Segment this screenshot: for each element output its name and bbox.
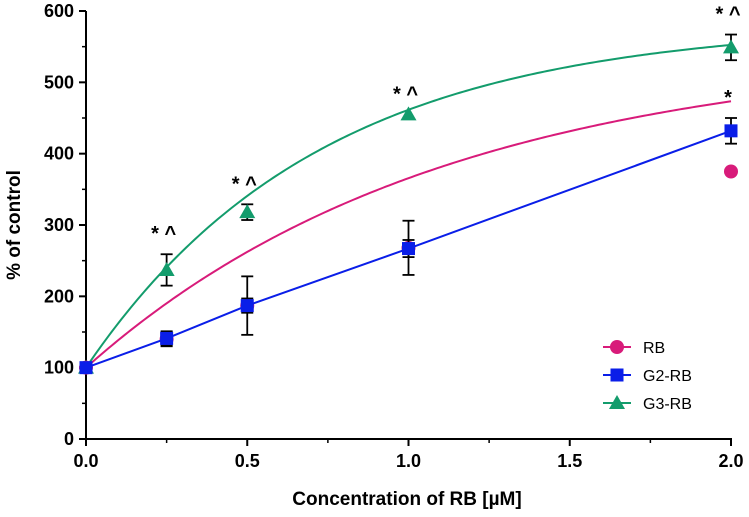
x-tick-label: 1.0 — [396, 451, 421, 471]
significance-annotation: * — [724, 87, 732, 109]
data-point-g2-rb — [240, 299, 254, 313]
legend: RB G2-RB G3-RB — [603, 340, 692, 413]
legend-item-rb: RB — [603, 340, 665, 357]
legend-marker — [610, 368, 624, 382]
annotation-layer: * ^ * ^ * ^ * ^ * — [151, 4, 741, 246]
legend-label: RB — [643, 340, 665, 357]
x-tick-label: 0.0 — [73, 451, 98, 471]
legend-label: G2-RB — [643, 368, 692, 385]
y-tick-label: 200 — [44, 286, 74, 306]
data-point-g3-rb — [400, 106, 417, 121]
x-axis-title: Concentration of RB [µM] — [292, 489, 521, 510]
significance-annotation: * ^ — [393, 83, 418, 105]
y-tick-label: 400 — [44, 144, 74, 164]
legend-item-g3-rb: G3-RB — [603, 395, 692, 413]
x-tick-label: 1.5 — [557, 451, 582, 471]
significance-annotation: * ^ — [715, 4, 740, 26]
legend-item-g2-rb: G2-RB — [603, 368, 692, 385]
y-tick-label: 600 — [44, 1, 74, 21]
series-line-rb — [85, 100, 732, 369]
data-point-g3-rb — [239, 204, 256, 219]
significance-annotation: * ^ — [232, 173, 257, 195]
series-g2-rb — [79, 117, 738, 375]
data-point-g3-rb — [158, 261, 175, 276]
y-tick-label: 100 — [44, 358, 74, 378]
y-tick-label: 500 — [44, 72, 74, 92]
data-point-g3-rb — [723, 39, 739, 54]
legend-marker — [609, 395, 625, 409]
y-axis-title: % of control — [4, 170, 25, 280]
x-tick-label: 2.0 — [718, 451, 743, 471]
axes: 0 100 200 300 400 500 600 0.0 0.5 1.0 1.5 2.0 — [44, 1, 744, 471]
significance-annotation: * ^ — [151, 223, 176, 245]
data-point-g2-rb — [79, 361, 93, 375]
y-tick-label: 0 — [64, 429, 74, 449]
y-tick-label: 300 — [44, 215, 74, 235]
series-layer — [78, 33, 739, 375]
data-point-g2-rb — [160, 331, 174, 345]
legend-label: G3-RB — [643, 396, 692, 413]
legend-marker — [610, 340, 624, 354]
data-point-rb — [724, 164, 738, 179]
x-tick-label: 0.5 — [235, 451, 260, 471]
data-point-g2-rb — [724, 124, 738, 138]
data-point-g2-rb — [402, 242, 415, 256]
